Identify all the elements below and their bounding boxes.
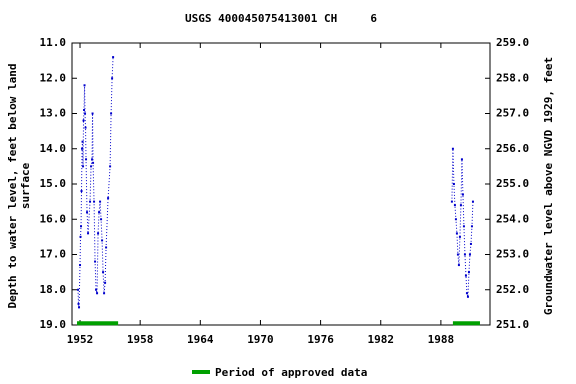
data-point [77,288,80,291]
x-tick-label: 1952 [67,333,94,346]
data-point [107,197,110,200]
y-axis-label: surface [19,162,32,209]
y2-tick-label: 252.0 [496,283,529,296]
data-point [112,56,115,59]
y-axis-label: Depth to water level, feet below land [6,63,19,308]
data-point [460,158,463,161]
y-tick-label: 12.0 [40,71,67,84]
data-point [466,295,469,298]
y-tick-label: 18.0 [40,283,67,296]
data-point [91,112,94,115]
data-point [98,211,101,214]
data-point [471,200,474,203]
x-tick-label: 1976 [307,333,334,346]
data-point [87,232,90,235]
data-point [463,253,466,256]
data-point [84,112,87,115]
data-point [99,200,102,203]
data-point [101,239,104,242]
data-point [90,165,93,168]
data-point [86,211,89,214]
data-point [451,147,454,150]
data-point [84,126,87,129]
y2-tick-label: 258.0 [496,71,529,84]
data-point [79,235,82,238]
data-point [96,292,99,295]
data-point [89,200,92,203]
data-point [454,218,457,221]
data-point [465,292,468,295]
data-point [452,183,455,185]
data-point [464,274,467,277]
data-point [94,260,97,263]
data-point [100,218,103,221]
data-point [458,235,461,238]
data-point [85,158,88,161]
y2-tick-label: 251.0 [496,318,529,331]
plot-frame [71,42,491,326]
y-tick-label: 14.0 [40,142,67,155]
data-point [468,253,471,256]
data-point [79,264,82,267]
data-point [78,306,81,309]
x-tick-label: 1988 [428,333,455,346]
data-point [111,77,114,80]
y2-tick-label: 253.0 [496,248,529,261]
data-point [102,271,105,274]
data-point [467,271,470,274]
data-point [83,84,86,87]
data-point [456,253,459,256]
x-tick-label: 1964 [187,333,214,346]
y-tick-label: 11.0 [40,36,67,49]
y2-tick-label: 259.0 [496,36,529,49]
data-point [453,204,456,207]
data-point [103,292,106,295]
data-point [95,288,98,291]
chart-title: USGS 400045075413001 CH 6 [185,12,377,25]
data-point [91,158,94,161]
data-point [461,193,464,196]
y2-tick-label: 257.0 [496,107,529,120]
data-point [459,204,462,207]
y2-tick-label: 256.0 [496,142,529,155]
x-tick-label: 1958 [127,333,154,346]
data-point [470,225,473,228]
data-point [83,108,86,111]
data-point [80,190,83,193]
data-point [109,165,112,168]
data-point [110,112,113,115]
y2-tick-label: 255.0 [496,177,529,190]
data-point [450,200,453,203]
y2-axis-label: Groundwater level above NGVD 1929, feet [542,57,555,315]
data-point [77,302,80,305]
data-point [82,119,85,122]
y-tick-label: 15.0 [40,177,67,190]
data-point [462,225,465,228]
series-line [77,57,474,308]
y-tick-label: 17.0 [40,248,67,261]
data-point [93,200,96,203]
data-point [105,246,108,249]
data-point [455,232,458,235]
x-tick-label: 1982 [367,333,394,346]
data-point [80,225,83,228]
x-tick-label: 1970 [247,333,274,346]
data-point [81,140,84,143]
data-point [97,232,100,235]
data-point [457,264,460,267]
y-tick-label: 13.0 [40,107,67,120]
y-tick-label: 19.0 [40,318,67,331]
data-point [104,281,107,284]
y-tick-label: 16.0 [40,212,67,225]
data-point [469,242,472,245]
data-point [92,161,95,164]
y2-tick-label: 254.0 [496,212,529,225]
data-point [81,147,84,150]
legend-label: Period of approved data [215,366,367,379]
data-point [82,165,85,168]
